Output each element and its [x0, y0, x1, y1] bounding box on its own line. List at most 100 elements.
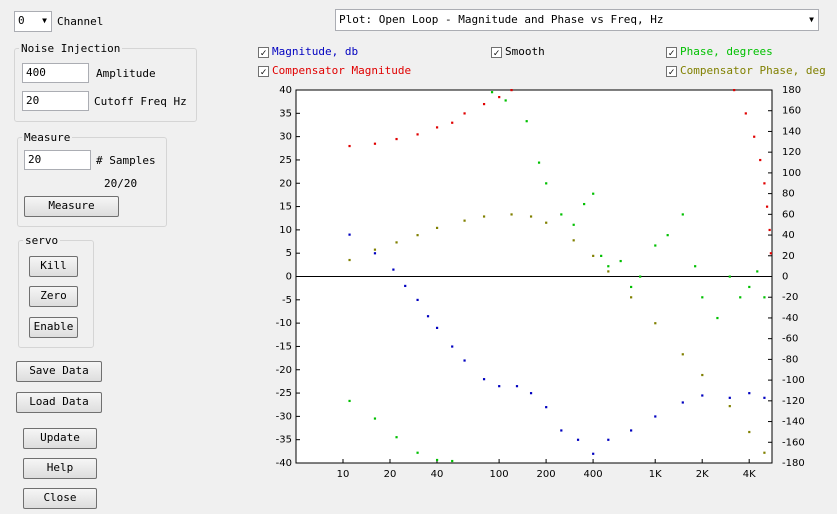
- x-tick-label: 4K: [743, 469, 756, 480]
- series-checkbox[interactable]: ✓: [258, 47, 269, 59]
- amplitude-input[interactable]: 400: [22, 63, 89, 83]
- data-point: [373, 142, 377, 145]
- dropdown-arrow: ▼: [809, 15, 814, 24]
- zero-button[interactable]: Zero: [29, 286, 78, 307]
- y2-tick-label: -60: [782, 334, 798, 345]
- data-point: [560, 213, 563, 216]
- y-tick-label: 10: [279, 225, 292, 236]
- data-point: [600, 254, 603, 257]
- data-point: [395, 436, 398, 439]
- y2-tick-label: -100: [782, 375, 805, 386]
- data-point: [435, 458, 439, 462]
- data-point: [753, 135, 756, 138]
- data-point: [395, 241, 398, 244]
- y-tick-label: 5: [286, 248, 292, 259]
- data-point: [463, 112, 466, 115]
- data-point: [654, 322, 657, 325]
- save-button[interactable]: Save Data: [16, 361, 102, 382]
- data-point: [373, 417, 377, 420]
- data-point: [482, 378, 486, 381]
- data-point: [545, 406, 548, 409]
- x-tick-label: 1K: [649, 469, 662, 480]
- y2-tick-label: 0: [782, 272, 788, 283]
- y-tick-label: 25: [279, 155, 292, 166]
- data-point: [728, 275, 731, 278]
- cutoff-label: Cutoff Freq Hz: [94, 95, 187, 108]
- data-point: [504, 99, 507, 102]
- data-point: [744, 112, 747, 115]
- channel-value: 0: [18, 14, 25, 27]
- data-point: [537, 161, 541, 164]
- data-point: [373, 248, 377, 251]
- y2-tick-label: -80: [782, 354, 798, 365]
- data-point: [607, 270, 610, 273]
- y2-tick-label: 100: [782, 168, 801, 179]
- y-tick-label: -25: [276, 388, 292, 399]
- y-tick-label: 20: [279, 178, 292, 189]
- data-point: [392, 268, 395, 271]
- y2-tick-label: 20: [782, 251, 795, 262]
- data-point: [701, 296, 704, 299]
- kill-button[interactable]: Kill: [29, 256, 78, 277]
- y-tick-label: 35: [279, 108, 292, 119]
- data-point: [515, 385, 519, 388]
- data-point: [482, 215, 486, 218]
- update-button[interactable]: Update: [23, 428, 97, 449]
- plot-select[interactable]: Plot: Open Loop - Magnitude and Phase vs…: [335, 9, 819, 31]
- data-point: [416, 234, 419, 237]
- data-point: [654, 244, 657, 247]
- x-tick-label: 40: [431, 469, 444, 480]
- data-point: [748, 430, 751, 434]
- data-point: [482, 102, 486, 106]
- data-point: [416, 451, 419, 454]
- help-button[interactable]: Help: [23, 458, 97, 479]
- data-point: [630, 285, 633, 289]
- samples-input[interactable]: 20: [24, 150, 91, 170]
- data-point: [576, 438, 580, 441]
- data-point: [451, 345, 454, 348]
- data-point: [463, 219, 466, 222]
- channel-select[interactable]: 0 ▼: [14, 11, 52, 32]
- data-point: [630, 296, 633, 299]
- data-point: [525, 120, 528, 123]
- close-button[interactable]: Close: [23, 488, 97, 509]
- data-point: [498, 95, 501, 99]
- data-point: [572, 223, 575, 226]
- x-tick-label: 400: [584, 469, 603, 480]
- load-button[interactable]: Load Data: [16, 392, 102, 413]
- data-point: [763, 296, 766, 299]
- enable-button[interactable]: Enable: [29, 317, 78, 338]
- data-point: [739, 296, 742, 299]
- y-tick-label: -30: [276, 411, 292, 422]
- x-tick-label: 200: [537, 469, 556, 480]
- measure-button[interactable]: Measure: [24, 196, 119, 217]
- series-checkbox[interactable]: ✓: [666, 66, 677, 78]
- x-tick-label: 100: [490, 469, 509, 480]
- y-tick-label: -10: [276, 318, 292, 329]
- cutoff-input[interactable]: 20: [22, 91, 89, 111]
- series-label: Compensator Magnitude: [272, 64, 412, 77]
- y-tick-label: 15: [279, 202, 292, 213]
- series-label: Magnitude, db: [272, 45, 359, 58]
- data-point: [416, 133, 419, 136]
- y-tick-label: -5: [282, 295, 292, 306]
- data-point: [510, 213, 513, 216]
- data-point: [348, 399, 351, 403]
- data-point: [681, 353, 684, 356]
- y-tick-label: -35: [276, 435, 292, 446]
- data-point: [763, 182, 766, 185]
- x-tick-label: 10: [337, 469, 350, 480]
- series-checkbox[interactable]: ✓: [666, 47, 677, 59]
- y-tick-label: -20: [276, 365, 292, 376]
- series-checkbox[interactable]: ✓: [258, 66, 269, 78]
- data-point: [666, 234, 669, 237]
- data-point: [701, 373, 704, 377]
- smooth-checkbox[interactable]: ✓: [491, 47, 502, 59]
- data-point: [716, 316, 719, 320]
- data-point: [451, 121, 454, 124]
- y2-tick-label: -140: [782, 417, 805, 428]
- data-point: [619, 259, 622, 263]
- data-point: [759, 158, 762, 162]
- data-point: [435, 326, 439, 329]
